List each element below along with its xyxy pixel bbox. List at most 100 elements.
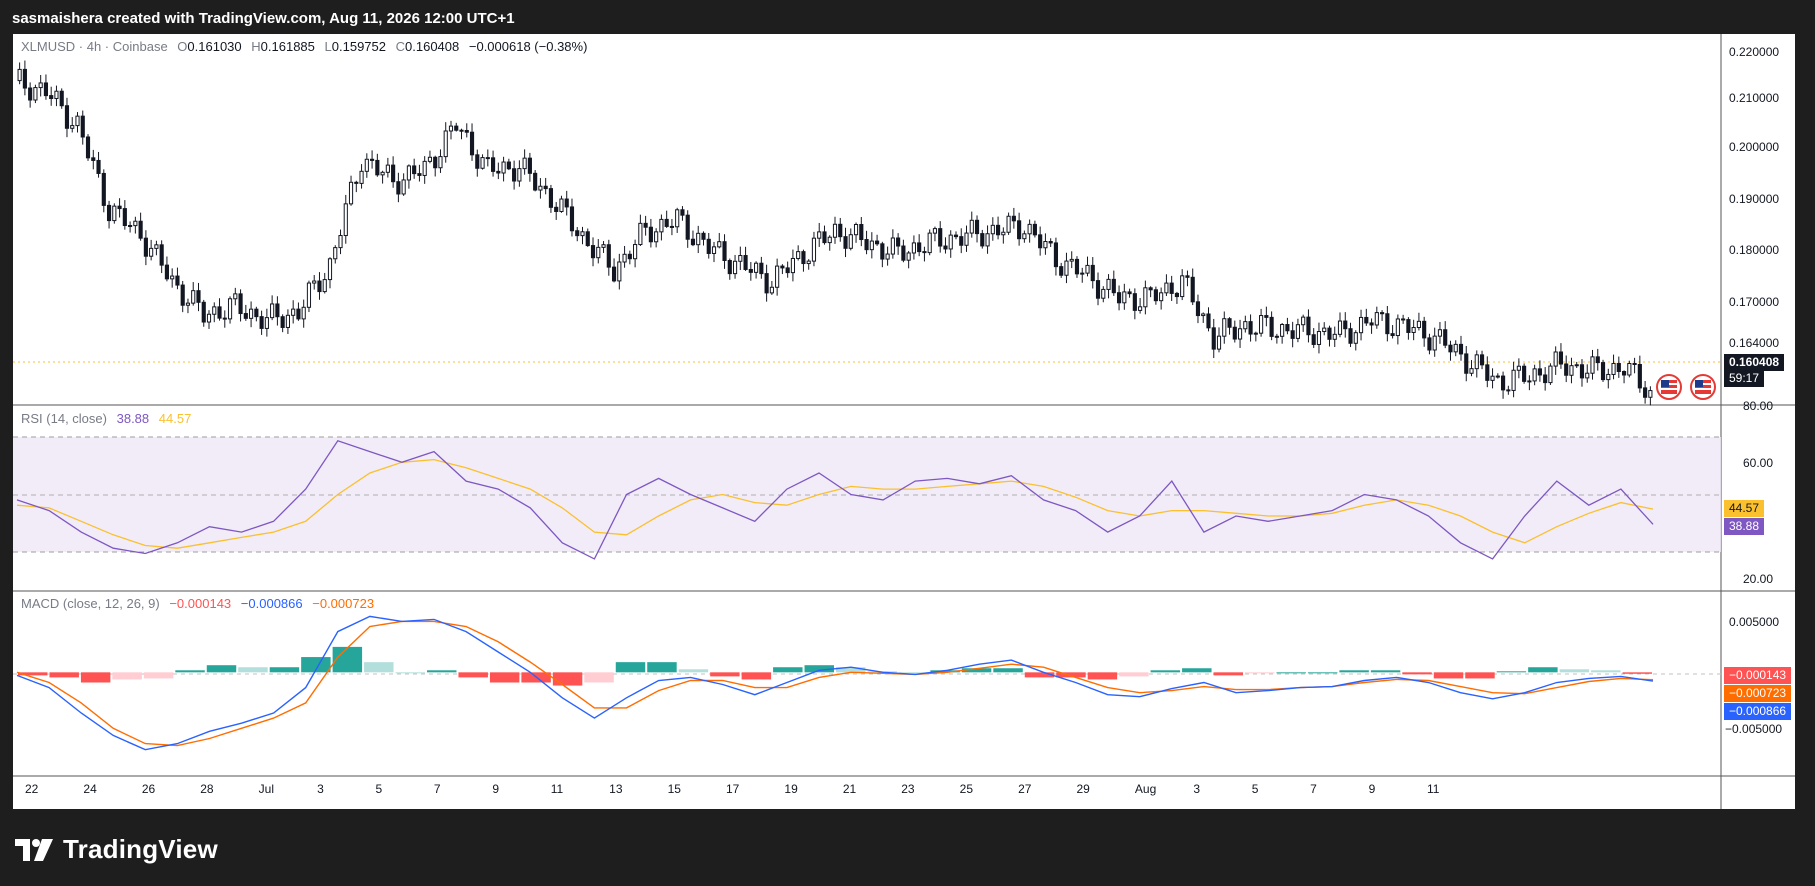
candle-body: [64, 105, 70, 129]
candle-body: [1632, 362, 1637, 365]
candle-body: [401, 179, 406, 195]
time-axis-label: Jul: [258, 782, 274, 796]
candle-body: [217, 306, 222, 319]
candle-body: [317, 280, 322, 293]
candle-body: [1364, 316, 1369, 324]
candle-body: [711, 246, 717, 254]
chart-canvas[interactable]: [13, 34, 1795, 809]
candle-body: [1159, 292, 1164, 302]
rsi-layer: [16, 440, 1654, 560]
time-axis-label: 5: [375, 782, 383, 796]
candle-body: [1479, 354, 1485, 366]
candle-body: [1564, 363, 1569, 376]
time-axis-label: 9: [1368, 782, 1376, 796]
candle-body: [1585, 372, 1590, 379]
rsi-title[interactable]: RSI (14, close): [21, 411, 107, 426]
candle-body: [364, 158, 369, 172]
candle-body: [143, 237, 148, 257]
candle-body: [1327, 327, 1332, 340]
symbol-label[interactable]: XLMUSD · 4h · Coinbase: [21, 39, 168, 54]
candle-body: [859, 223, 864, 241]
candle-body: [438, 156, 443, 169]
candle-body: [775, 265, 780, 288]
candle-body: [580, 231, 585, 237]
macd-histogram-bar: [1087, 672, 1118, 680]
candle-body: [1590, 356, 1595, 374]
price-tick: 0.164000: [1729, 336, 1780, 350]
price-tick: 0.180000: [1729, 243, 1780, 257]
macd-lines-layer: [16, 615, 1654, 751]
candle-body: [1132, 293, 1137, 311]
rsi-axis-tick: 20.00: [1743, 572, 1774, 586]
macd-histogram-bar: [1056, 672, 1086, 678]
candle-body: [1106, 278, 1111, 290]
candle-body: [485, 157, 490, 160]
candle-body: [1643, 387, 1648, 398]
us-flag-icon[interactable]: [1656, 374, 1682, 400]
candle-body: [154, 244, 159, 249]
candle-body: [270, 303, 275, 319]
candle-body: [1195, 301, 1201, 317]
macd-title[interactable]: MACD (close, 12, 26, 9): [21, 596, 160, 611]
candle-body: [238, 293, 243, 315]
candle-body: [1621, 370, 1627, 376]
candle-body: [896, 237, 901, 247]
candle-body: [17, 68, 22, 82]
candle-body: [206, 313, 212, 323]
rsi-ma-value: 44.57: [158, 411, 192, 426]
macd-histogram-bar: [836, 667, 866, 673]
candle-body: [443, 130, 448, 158]
candle-body: [133, 220, 138, 227]
candle-body: [796, 251, 801, 259]
candle-body: [1264, 315, 1269, 318]
time-axis-label: 13: [609, 782, 623, 796]
macd-histogram-bar: [1307, 672, 1338, 674]
candle-body: [1401, 318, 1406, 321]
candle-body: [480, 157, 485, 169]
macd-histogram-bar: [238, 667, 268, 673]
candle-body: [811, 237, 817, 262]
tradingview-logo[interactable]: TradingView: [15, 834, 218, 865]
macd-histogram-bar: [1622, 672, 1652, 674]
time-axis-label: 3: [317, 782, 324, 796]
candle-body: [948, 234, 953, 250]
candle-body: [922, 251, 927, 254]
candle-body: [769, 286, 774, 294]
candle-body: [1243, 321, 1248, 330]
candle-body: [180, 284, 185, 306]
time-axis-label: 11: [550, 782, 564, 796]
close-label: C0.160408: [395, 39, 460, 54]
candle-body: [853, 223, 859, 236]
candle-body: [1143, 287, 1148, 308]
candle-body: [354, 181, 359, 184]
candle-body: [1127, 291, 1132, 295]
us-flag-icon[interactable]: [1690, 374, 1716, 400]
candle-body: [412, 165, 417, 175]
candle-body: [391, 164, 396, 183]
candle-body: [669, 225, 675, 228]
candle-body: [564, 198, 569, 208]
candle-body: [117, 205, 122, 210]
candle-body: [70, 125, 75, 129]
candle-body: [1385, 313, 1390, 335]
candles-layer: [17, 60, 1653, 406]
macd-histogram-bar: [1119, 672, 1149, 677]
candle-body: [601, 244, 606, 248]
candle-body: [164, 264, 170, 280]
candle-body: [1301, 316, 1306, 326]
candle-body: [980, 233, 985, 247]
candle-body: [1406, 319, 1411, 333]
candle-body: [806, 260, 811, 265]
macd-axis-tick: 0.005000: [1729, 615, 1780, 629]
candle-body: [1001, 231, 1006, 236]
candle-body: [490, 157, 496, 172]
time-axis-label: 22: [25, 782, 39, 796]
candle-body: [1269, 316, 1274, 337]
macd-histogram-bar: [804, 665, 834, 673]
candle-body: [1337, 320, 1343, 335]
candle-body: [1080, 272, 1085, 275]
candle-body: [459, 129, 464, 132]
candle-body: [1032, 223, 1037, 236]
candle-body: [1469, 368, 1474, 374]
candle-body: [1422, 320, 1427, 339]
